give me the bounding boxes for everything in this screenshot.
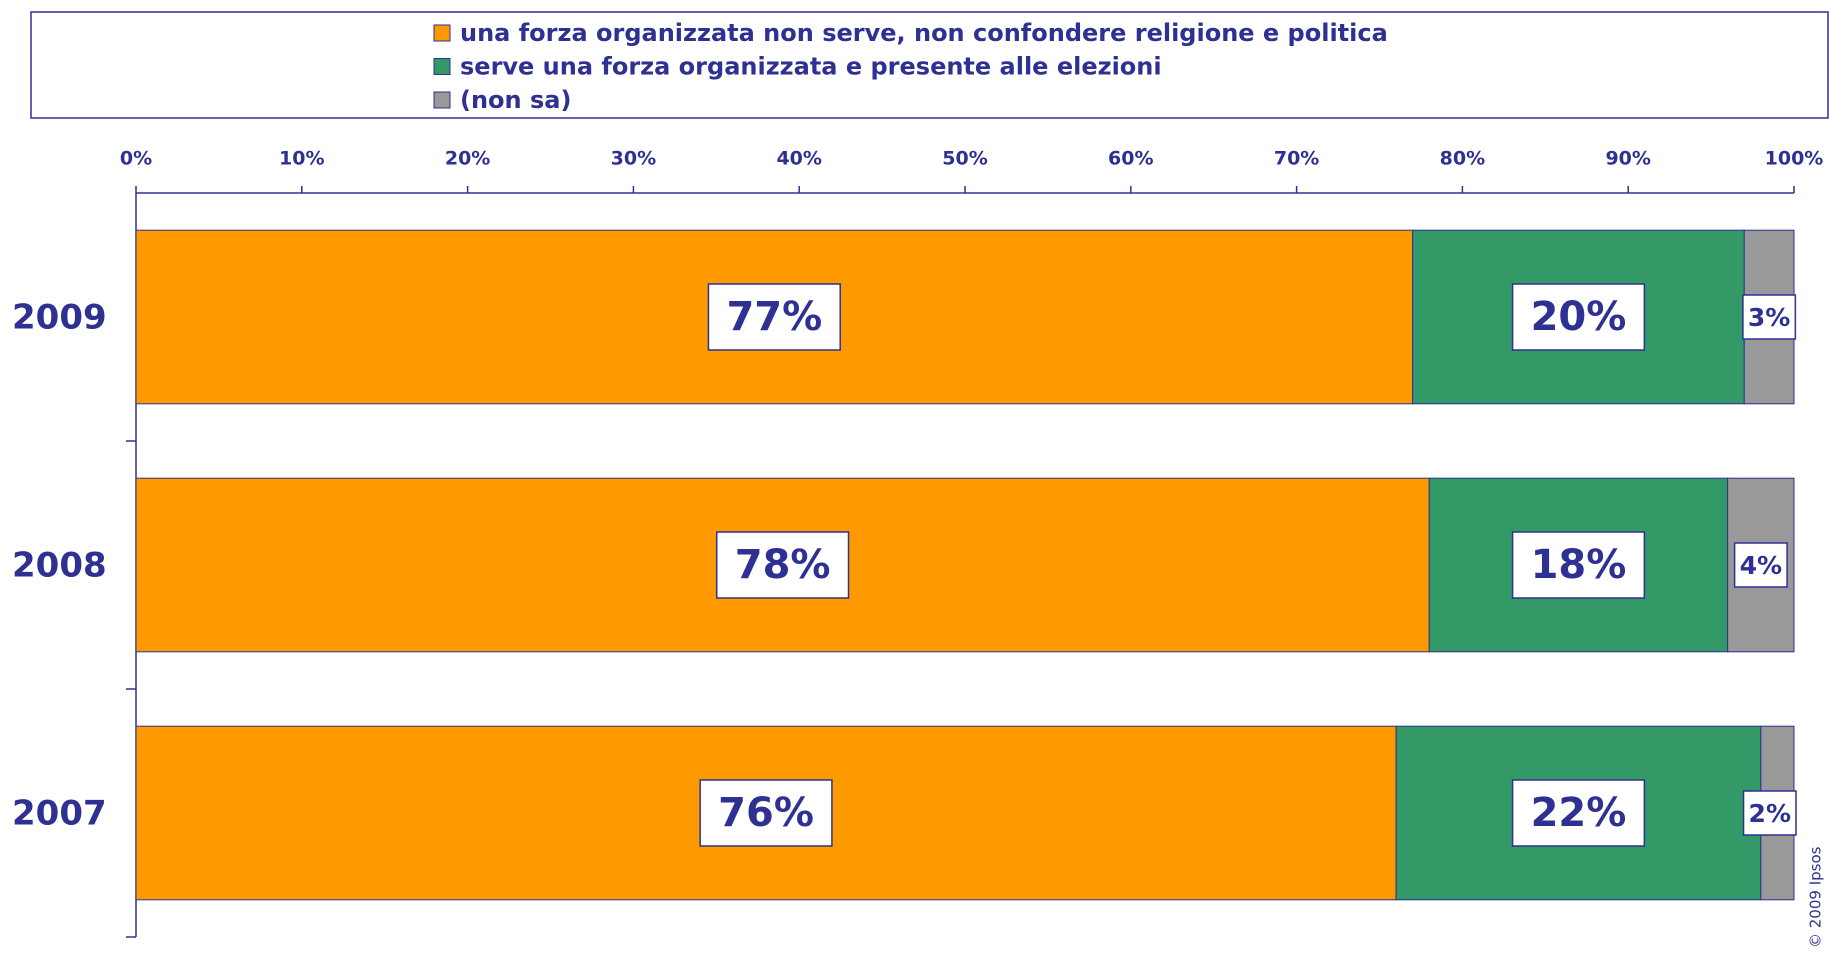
legend-swatch [433, 24, 451, 42]
data-label-box [699, 779, 833, 847]
data-label-box [1733, 542, 1788, 588]
x-tick-label: 20% [445, 148, 490, 170]
y-tick-label: 2009 [12, 298, 107, 338]
legend-label: una forza organizzata non serve, non con… [460, 19, 1388, 47]
data-label: 18% [1531, 542, 1627, 588]
legend-swatch [433, 91, 451, 109]
data-label: 20% [1531, 294, 1627, 340]
data-label-box [1742, 790, 1797, 836]
data-label-box [1742, 294, 1797, 340]
x-tick-label: 30% [611, 148, 656, 170]
data-label-box [1511, 283, 1646, 351]
data-label-box [715, 531, 850, 599]
x-tick-label: 100% [1765, 148, 1824, 170]
data-label: 76% [718, 790, 814, 836]
data-label-box [1511, 531, 1646, 599]
x-tick-label: 70% [1274, 148, 1319, 170]
legend-label: (non sa) [460, 86, 571, 114]
x-tick-label: 10% [279, 148, 324, 170]
x-tick-label: 90% [1605, 148, 1650, 170]
x-tick-label: 60% [1108, 148, 1153, 170]
data-label: 3% [1748, 303, 1790, 332]
legend-swatch [433, 58, 451, 75]
y-tick-label: 2007 [12, 794, 107, 834]
data-label-box [1511, 779, 1646, 847]
x-tick-label: 40% [776, 148, 821, 170]
data-label-box [707, 283, 841, 351]
data-label: 2% [1749, 799, 1791, 828]
x-tick-label: 80% [1440, 148, 1485, 170]
data-label: 22% [1531, 790, 1627, 836]
x-tick-label: 0% [120, 148, 152, 170]
x-tick-label: 50% [942, 148, 987, 170]
data-label: 77% [726, 294, 822, 340]
data-label: 4% [1740, 551, 1782, 580]
legend-label: serve una forza organizzata e presente a… [460, 53, 1162, 81]
y-tick-label: 2008 [12, 546, 107, 586]
data-label: 78% [735, 542, 831, 588]
legend-box [30, 11, 1829, 119]
copyright: © 2009 Ipsos [1807, 846, 1825, 948]
